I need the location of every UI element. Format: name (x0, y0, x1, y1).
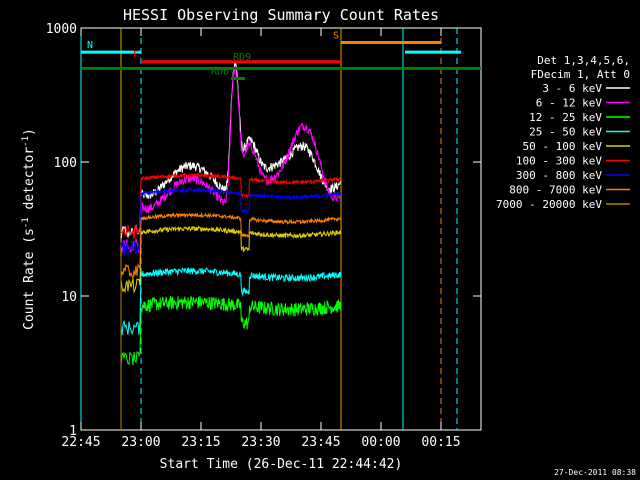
flag-label-4: RD9 (233, 52, 251, 63)
legend-label-3: 25 - 50 keV (529, 126, 602, 139)
series-line-2 (120, 295, 342, 367)
legend-header-line-2: FDecim 1, Att 0 (531, 68, 630, 81)
x-axis-label: Start Time (26-Dec-11 22:44:42) (160, 457, 403, 472)
x-tick-label-1: 23:00 (121, 435, 160, 450)
series-lines (120, 62, 342, 430)
flag-label-0: N (87, 40, 93, 51)
y-tick-label-1: 10 (61, 290, 77, 305)
legend-label-0: 3 - 6 keV (542, 82, 602, 95)
legend-label-8: 7000 - 20000 keV (496, 198, 602, 211)
legend-label-4: 50 - 100 keV (523, 140, 603, 153)
time-markers (80, 28, 458, 430)
x-tick-label-0: 22:45 (61, 435, 100, 450)
legend-label-7: 800 - 7000 keV (509, 184, 602, 197)
axis-ticks: 22:45 23:00 23:15 23:30 23:45 00:00 00:15 1 10 10… (46, 22, 481, 450)
y-tick-label-2: 100 (54, 156, 77, 171)
x-tick-label-6: 00:15 (421, 435, 460, 450)
series-line-7 (120, 211, 342, 279)
series-line-3 (120, 266, 342, 336)
legend-label-6: 300 - 800 keV (516, 169, 602, 182)
series-line-4 (120, 225, 342, 294)
legend-header-line-1: Det 1,3,4,5,6, (537, 54, 630, 67)
x-tick-label-2: 23:15 (181, 435, 220, 450)
flag-bars: N F S RD6 RD9 (81, 30, 481, 80)
series-line-1 (120, 65, 342, 254)
series-line-0 (120, 62, 342, 240)
legend: Det 1,3,4,5,6, FDecim 1, Att 0 3 - 6 keV… (496, 54, 630, 211)
y-axis-label: Count Rate (s-1 detector-1) (21, 128, 37, 330)
x-tick-label-4: 23:45 (301, 435, 340, 450)
chart-title: HESSI Observing Summary Count Rates (123, 6, 439, 24)
series-line-6 (120, 187, 342, 256)
y-tick-label-0: 1 (69, 424, 77, 439)
x-tick-label-3: 23:30 (241, 435, 280, 450)
y-tick-label-3: 1000 (46, 22, 77, 37)
flag-label-3: RD6 (211, 66, 229, 77)
x-tick-label-5: 00:00 (361, 435, 400, 450)
flag-label-2: S (333, 30, 339, 41)
flag-label-1: F (133, 50, 139, 61)
legend-label-1: 6 - 12 keV (536, 97, 603, 110)
legend-label-5: 100 - 300 keV (516, 155, 602, 168)
footer-timestamp: 27-Dec-2011 08:38 (554, 468, 636, 477)
legend-label-2: 12 - 25 keV (529, 111, 602, 124)
series-line-5 (120, 172, 341, 240)
